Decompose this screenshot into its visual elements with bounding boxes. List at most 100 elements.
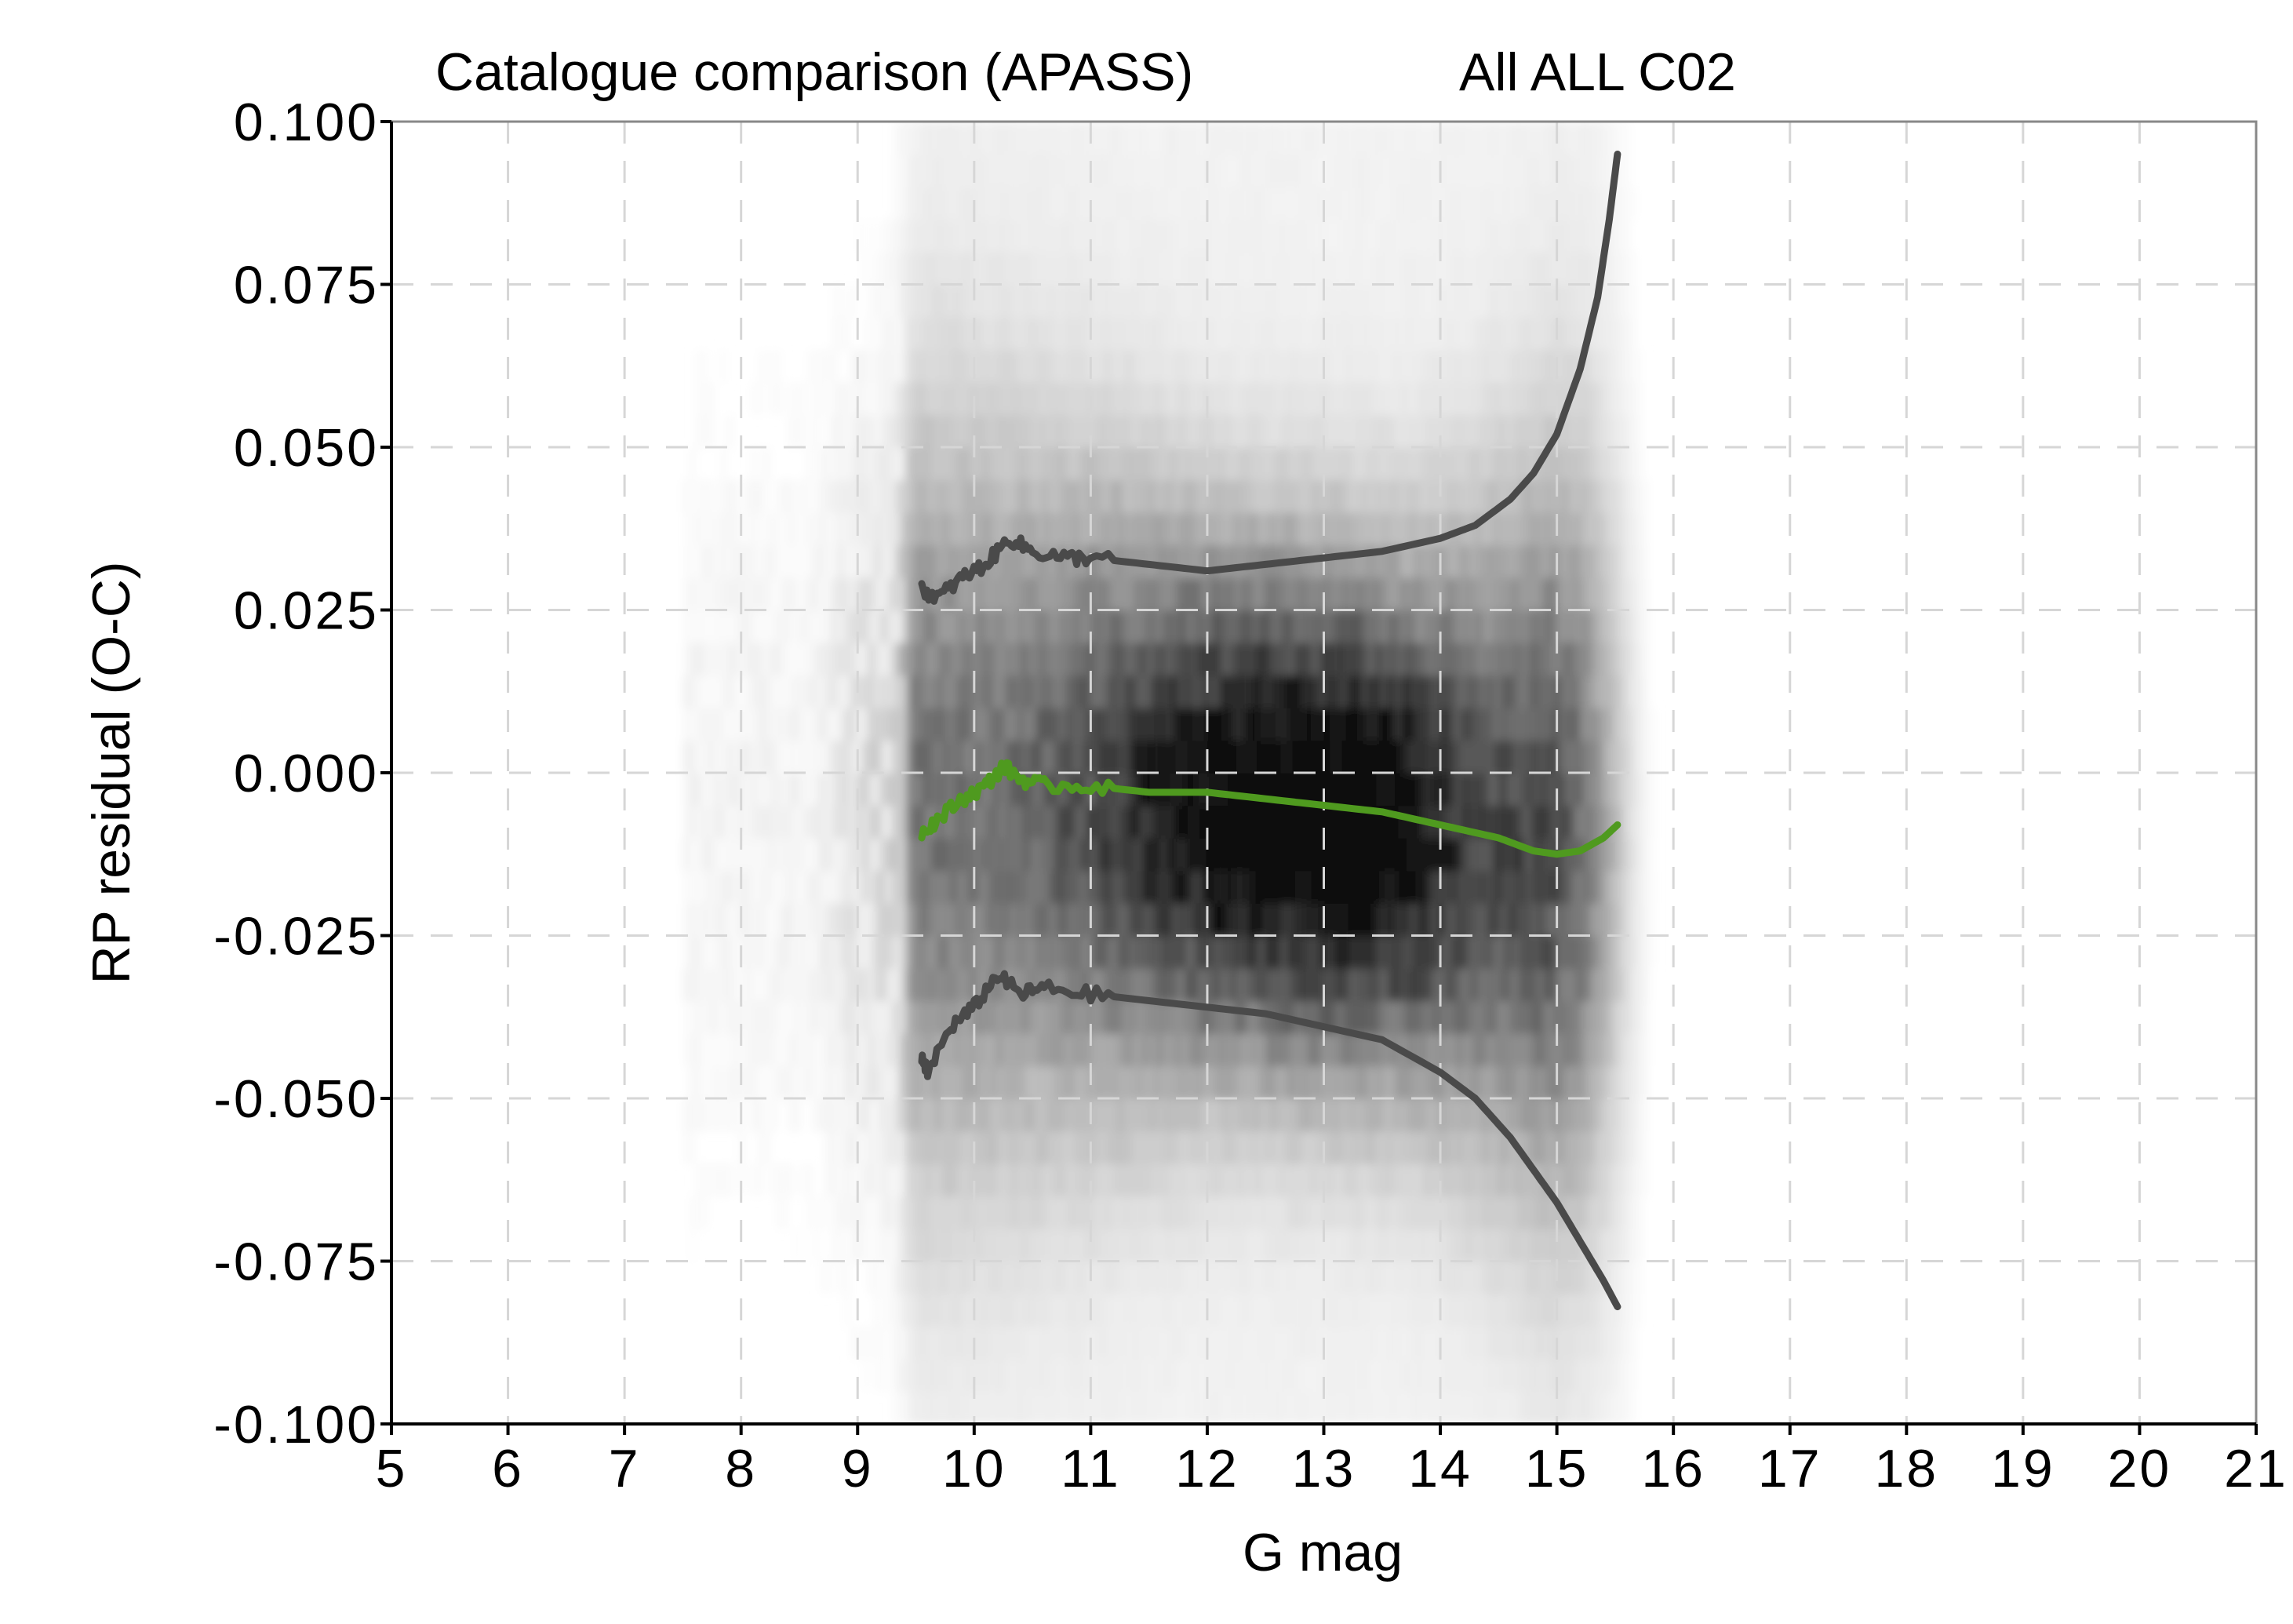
density-cell [1066, 903, 1074, 937]
density-cell [1283, 708, 1290, 741]
density-cell [1203, 219, 1210, 253]
density-cell [1382, 122, 1389, 155]
density-cell [1512, 968, 1520, 1002]
density-cell [1419, 414, 1427, 448]
density-cell [1134, 414, 1142, 448]
density-cell [1407, 1163, 1414, 1197]
density-cell [1327, 1033, 1334, 1067]
density-cell [1512, 1326, 1520, 1360]
density-cell [1177, 544, 1185, 578]
density-cell [1246, 1131, 1254, 1164]
density-cell [769, 773, 777, 807]
density-cell [942, 317, 950, 351]
density-cell [1419, 1163, 1427, 1197]
density-cell [819, 1196, 826, 1229]
density-cell [1506, 577, 1513, 611]
density-cell [1048, 1359, 1055, 1393]
density-cell [1283, 1131, 1290, 1164]
density-cell [1376, 610, 1384, 643]
density-cell [1035, 414, 1043, 448]
density-cell [924, 252, 931, 286]
density-cell [1413, 740, 1421, 774]
density-cell [1357, 1326, 1365, 1360]
density-cell [875, 1033, 882, 1067]
density-cell [1382, 935, 1389, 969]
density-cell [1128, 675, 1136, 708]
density-cell [1314, 935, 1322, 969]
density-cell [1425, 447, 1433, 481]
density-cell [1481, 773, 1489, 807]
density-cell [1400, 577, 1408, 611]
density-cell [1444, 935, 1451, 969]
density-cell [1363, 122, 1371, 155]
density-cell [875, 968, 882, 1002]
density-cell [1339, 1359, 1346, 1393]
density-cell [1010, 870, 1018, 904]
density-cell [868, 219, 875, 253]
density-cell [1196, 122, 1204, 155]
density-cell [824, 708, 832, 741]
density-cell [1048, 1196, 1055, 1229]
density-cell [1450, 512, 1458, 546]
density-cell [886, 479, 894, 513]
density-cell [1339, 838, 1346, 872]
density-cell [1524, 252, 1532, 286]
density-cell [701, 382, 708, 416]
density-cell [1487, 512, 1495, 546]
density-cell [1258, 219, 1266, 253]
density-cell [1122, 1098, 1130, 1132]
density-cell [1177, 284, 1185, 318]
density-cell [1462, 1163, 1470, 1197]
density-cell [1128, 414, 1136, 448]
density-cell [886, 1000, 894, 1034]
density-cell [886, 252, 894, 286]
density-cell [1382, 740, 1389, 774]
density-cell [1134, 1359, 1142, 1393]
density-cell [1023, 447, 1031, 481]
density-cell [992, 577, 999, 611]
density-cell [937, 284, 944, 318]
density-cell [1066, 675, 1074, 708]
density-cell [738, 805, 746, 839]
density-cell [1184, 610, 1192, 643]
density-cell [1166, 284, 1173, 318]
density-cell [1048, 1033, 1055, 1067]
density-cell [961, 187, 969, 220]
density-cell [1091, 479, 1098, 513]
density-cell [1159, 479, 1167, 513]
density-cell [1419, 447, 1427, 481]
density-cell [1265, 1261, 1272, 1294]
density-cell [1265, 1196, 1272, 1229]
density-cell [1010, 1098, 1018, 1132]
density-cell [1271, 1229, 1278, 1262]
density-cell [800, 414, 808, 448]
density-cell [757, 577, 764, 611]
density-cell [1079, 349, 1086, 383]
density-cell [1487, 479, 1495, 513]
density-cell [1357, 1098, 1365, 1132]
density-cell [719, 349, 727, 383]
density-cell [856, 935, 864, 969]
density-cell [843, 870, 851, 904]
density-cell [1091, 935, 1098, 969]
density-cell [757, 1033, 764, 1067]
density-cell [1444, 838, 1451, 872]
density-cell [1277, 317, 1284, 351]
density-cell [1530, 1261, 1538, 1294]
density-cell [831, 1229, 839, 1262]
density-cell [788, 1098, 795, 1132]
density-cell [1432, 1359, 1439, 1393]
density-cell [1425, 1229, 1433, 1262]
density-cell [937, 903, 944, 937]
density-cell [1413, 479, 1421, 513]
density-cell [1177, 1196, 1185, 1229]
density-cell [992, 870, 999, 904]
density-cell [1128, 968, 1136, 1002]
density-cell [1128, 1000, 1136, 1034]
density-cell [1295, 1131, 1303, 1164]
density-cell [1407, 1391, 1414, 1424]
density-cell [1171, 643, 1179, 676]
density-cell [708, 675, 715, 708]
density-cell [1295, 479, 1303, 513]
density-cell [1023, 903, 1031, 937]
